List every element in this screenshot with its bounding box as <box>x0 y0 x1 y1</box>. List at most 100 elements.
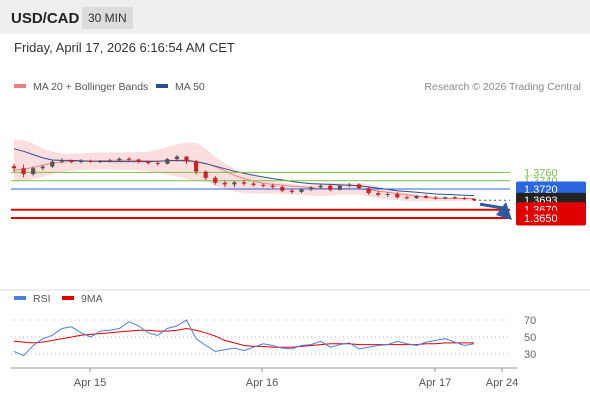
header-bar: USD/CAD 30 MIN <box>0 0 590 34</box>
candle-body <box>308 187 314 190</box>
candle <box>433 196 438 200</box>
candle <box>232 181 237 188</box>
candle <box>404 195 410 200</box>
candle-body <box>146 162 151 164</box>
candle-body <box>251 183 256 185</box>
candle-body <box>78 160 84 163</box>
candle-body <box>385 193 390 195</box>
candle-body <box>184 156 189 162</box>
candle-body <box>280 186 285 191</box>
candle <box>146 160 151 165</box>
candle <box>69 159 74 164</box>
candle <box>165 157 170 165</box>
candle <box>88 159 93 163</box>
candle-body <box>261 184 266 186</box>
candle <box>328 184 333 192</box>
projection-arrow-line <box>479 202 504 210</box>
candle <box>11 163 17 172</box>
candle-body <box>443 197 448 199</box>
candle <box>366 186 371 195</box>
candle-body <box>50 161 55 167</box>
candle <box>385 192 390 197</box>
candle-body <box>347 184 352 186</box>
candle-body <box>213 177 218 183</box>
candle-body <box>232 182 237 185</box>
candle-body <box>433 197 438 199</box>
candle <box>289 188 295 194</box>
candle-body <box>117 158 122 161</box>
candle-body <box>328 185 333 190</box>
candle-body <box>165 159 170 164</box>
candle-body <box>21 168 26 175</box>
candle <box>203 170 208 180</box>
candle <box>126 157 132 161</box>
legend-swatch <box>14 296 26 300</box>
candle-body <box>462 198 467 200</box>
candle <box>174 155 180 162</box>
level-label-box <box>516 210 586 226</box>
candle-body <box>155 162 160 164</box>
x-tick-label: Apr 24 <box>486 377 518 389</box>
candle <box>136 158 141 164</box>
candle <box>31 166 36 176</box>
legend-label: 9MA <box>81 293 103 305</box>
candle <box>308 186 314 192</box>
candle <box>193 159 199 175</box>
candle-body <box>337 185 342 190</box>
candle-body <box>98 161 103 163</box>
candle-body <box>414 196 419 199</box>
level-label: 1.3760 <box>524 167 558 179</box>
legend-swatch <box>62 296 74 300</box>
candle-body <box>88 160 93 162</box>
rsi-line <box>13 319 475 357</box>
timeframe-button[interactable]: 30 MIN <box>82 7 133 29</box>
candle-body <box>452 197 457 199</box>
candle-body <box>69 160 74 163</box>
candle-body <box>423 196 429 198</box>
candle <box>107 158 112 163</box>
level-label: 1.3650 <box>524 213 558 225</box>
candle <box>261 183 266 188</box>
candle-body <box>356 184 362 189</box>
candle-body <box>193 161 199 172</box>
candle <box>395 192 400 199</box>
candle <box>471 198 477 202</box>
candle <box>356 183 362 190</box>
candle-body <box>318 185 323 188</box>
candle-body <box>40 166 45 169</box>
candle-body <box>289 190 295 192</box>
bollinger-band <box>14 139 474 202</box>
candle <box>462 196 467 200</box>
candle-body <box>299 189 304 192</box>
candle <box>347 183 352 188</box>
candle-body <box>107 160 112 162</box>
legend-label: RSI <box>33 293 51 305</box>
candle-body <box>31 168 36 175</box>
symbol-label: USD/CAD <box>11 10 80 27</box>
legend-label: MA 20 + Bollinger Bands <box>33 81 148 93</box>
candle-body <box>11 166 17 169</box>
candle <box>270 183 275 189</box>
projection-arrow-head <box>496 202 512 221</box>
candle <box>299 188 304 194</box>
candle <box>337 184 342 191</box>
candle <box>50 160 55 168</box>
x-tick-label: Apr 15 <box>74 377 106 389</box>
candle <box>184 155 189 164</box>
candle-body <box>241 182 247 184</box>
candle <box>280 185 285 193</box>
candle-body <box>404 197 410 199</box>
x-tick-label: Apr 16 <box>246 377 278 389</box>
candle <box>423 194 429 199</box>
candle <box>414 195 419 199</box>
candle <box>117 157 122 162</box>
candle <box>251 181 256 187</box>
candle <box>98 159 103 163</box>
candle-body <box>376 193 381 195</box>
candle-body <box>136 159 141 163</box>
candle <box>21 164 26 178</box>
x-tick-label: Apr 17 <box>419 377 451 389</box>
date-line: Friday, April 17, 2026 6:16:54 AM CET <box>14 40 235 55</box>
legend-label: MA 50 <box>175 81 205 93</box>
